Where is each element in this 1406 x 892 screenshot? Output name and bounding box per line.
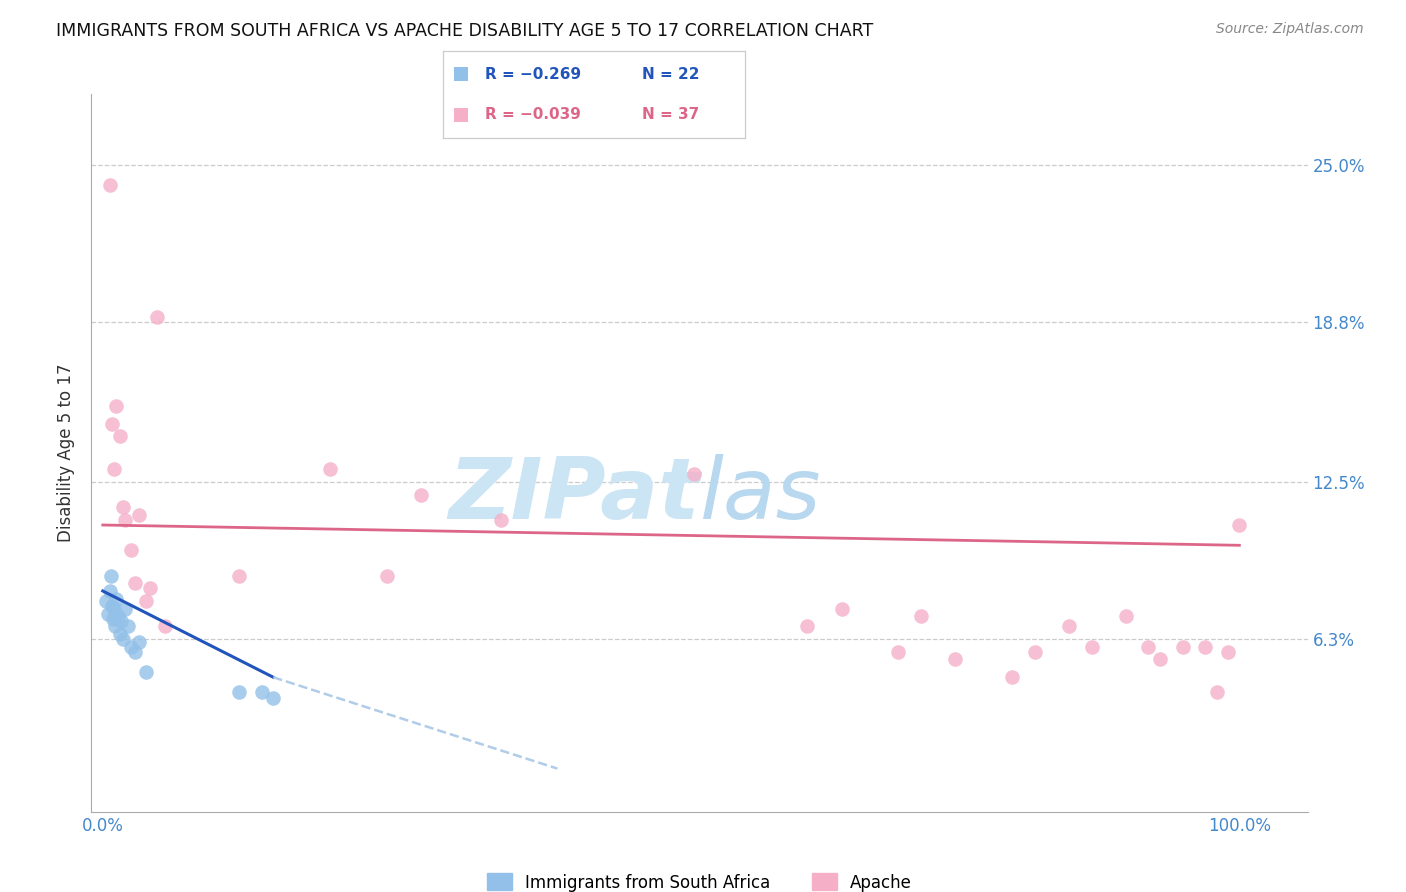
Point <box>101 417 124 431</box>
Text: N = 22: N = 22 <box>643 67 700 82</box>
Point <box>319 462 342 476</box>
Point <box>139 582 162 596</box>
Point <box>1216 645 1239 659</box>
Text: R = −0.039: R = −0.039 <box>485 107 581 122</box>
Point <box>1205 685 1227 699</box>
Point <box>112 632 135 647</box>
Point <box>450 108 472 122</box>
Point <box>128 634 150 648</box>
Point <box>124 645 146 659</box>
Point <box>796 619 818 633</box>
Point <box>943 652 966 666</box>
Point <box>1057 619 1080 633</box>
Point <box>228 568 250 582</box>
Point <box>110 615 132 629</box>
Point <box>96 594 118 608</box>
Point <box>120 543 142 558</box>
Text: Source: ZipAtlas.com: Source: ZipAtlas.com <box>1216 22 1364 37</box>
Point <box>103 462 125 476</box>
Point <box>450 67 472 81</box>
Point <box>117 619 139 633</box>
Point <box>887 645 910 659</box>
Point <box>1115 609 1137 624</box>
Point <box>1024 645 1046 659</box>
Point <box>1171 640 1194 654</box>
Point <box>103 601 125 615</box>
Point <box>831 601 853 615</box>
Point <box>124 576 146 591</box>
Point <box>104 619 127 633</box>
Text: N = 37: N = 37 <box>643 107 700 122</box>
Point <box>1194 640 1216 654</box>
Point <box>98 178 121 192</box>
Point <box>112 500 135 515</box>
Point <box>105 399 128 413</box>
Point <box>135 594 157 608</box>
Point <box>409 487 432 501</box>
Legend: Immigrants from South Africa, Apache: Immigrants from South Africa, Apache <box>479 867 920 892</box>
Point <box>228 685 250 699</box>
Point <box>682 467 704 482</box>
Point <box>108 627 131 641</box>
Text: ZIPat: ZIPat <box>449 454 699 537</box>
Point <box>250 685 273 699</box>
Point <box>135 665 157 680</box>
Point <box>114 601 136 615</box>
Point <box>108 429 131 443</box>
Point <box>101 599 124 614</box>
Point <box>107 609 129 624</box>
Point <box>98 584 121 599</box>
Point <box>120 640 142 654</box>
Point <box>105 591 128 606</box>
Text: R = −0.269: R = −0.269 <box>485 67 581 82</box>
Y-axis label: Disability Age 5 to 17: Disability Age 5 to 17 <box>58 363 76 542</box>
Point <box>155 619 177 633</box>
Point <box>1001 670 1024 684</box>
Point <box>1149 652 1171 666</box>
Point <box>489 513 512 527</box>
Point <box>262 690 284 705</box>
Point <box>101 612 124 626</box>
Point <box>146 310 169 324</box>
Point <box>1137 640 1160 654</box>
Point <box>1080 640 1102 654</box>
Point <box>100 568 122 582</box>
Point <box>97 607 120 621</box>
Point <box>114 513 136 527</box>
Point <box>128 508 150 522</box>
Point <box>910 609 932 624</box>
Text: las: las <box>699 454 821 537</box>
Point <box>375 568 398 582</box>
Point <box>1227 518 1250 533</box>
Text: IMMIGRANTS FROM SOUTH AFRICA VS APACHE DISABILITY AGE 5 TO 17 CORRELATION CHART: IMMIGRANTS FROM SOUTH AFRICA VS APACHE D… <box>56 22 873 40</box>
